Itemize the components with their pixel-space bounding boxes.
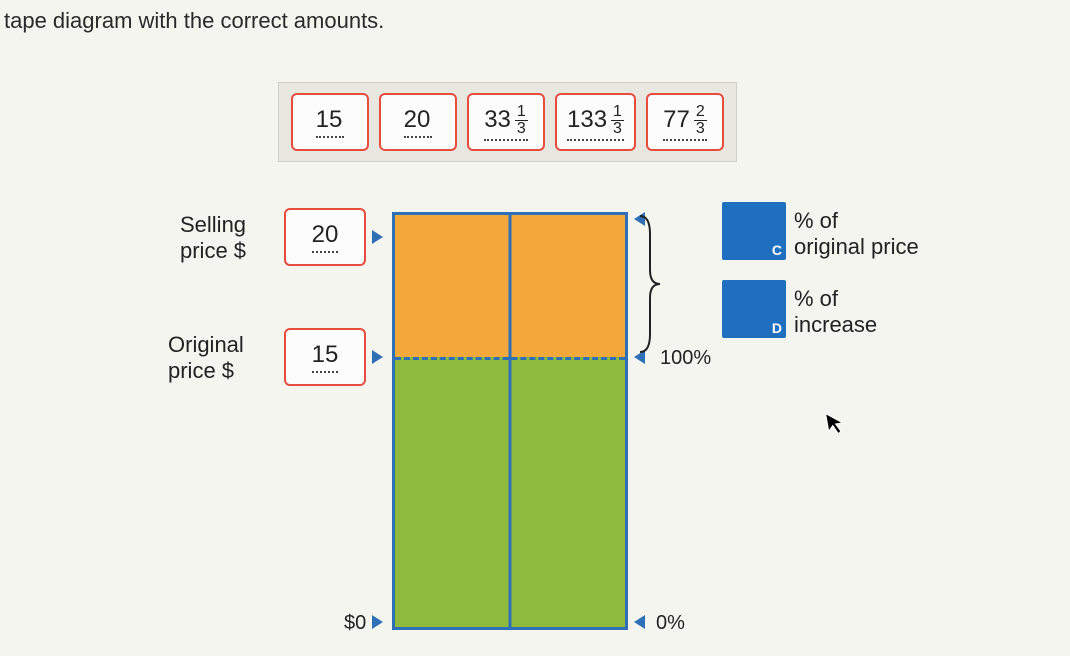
selling-price-value: 20 <box>312 221 339 253</box>
original-price-value: 15 <box>312 341 339 373</box>
dropzone-c[interactable]: C <box>722 202 786 260</box>
pointer-icon <box>372 350 383 364</box>
axis-0-percent: 0% <box>656 612 685 635</box>
chip-whole: 133 <box>567 106 607 134</box>
chip-whole: 33 <box>484 106 511 134</box>
dropzone-d[interactable]: D <box>722 280 786 338</box>
selling-price-label: Selling price $ <box>180 212 246 264</box>
cursor-icon <box>823 409 848 445</box>
brace-icon <box>638 214 662 354</box>
chip-fraction: 1 3 <box>515 104 528 137</box>
axis-100-percent: 100% <box>660 347 711 370</box>
selling-price-slot[interactable]: 20 <box>284 208 366 266</box>
chip-whole: 77 <box>663 106 690 134</box>
chip-133-1-3[interactable]: 133 1 3 <box>555 93 636 151</box>
chip-fraction: 1 3 <box>611 104 624 137</box>
chip-fraction: 2 3 <box>694 104 707 137</box>
tape-vertical-divider <box>509 215 512 627</box>
chip-33-1-3[interactable]: 33 1 3 <box>467 93 545 151</box>
pointer-icon <box>372 615 383 629</box>
tape-diagram <box>392 212 628 630</box>
original-price-slot[interactable]: 15 <box>284 328 366 386</box>
pointer-icon <box>372 230 383 244</box>
dropzone-c-label: % of original price <box>794 208 919 261</box>
chip-value: 20 <box>404 106 431 134</box>
chip-20[interactable]: 20 <box>379 93 457 151</box>
dropzone-letter: C <box>772 242 782 258</box>
instruction-text: tape diagram with the correct amounts. <box>4 8 384 34</box>
answer-bank: 15 20 33 1 3 133 1 3 77 2 3 <box>278 82 737 162</box>
axis-0-dollar: $0 <box>344 612 366 635</box>
pointer-icon <box>634 615 645 629</box>
original-price-label: Original price $ <box>168 332 244 384</box>
chip-value: 15 <box>316 106 343 134</box>
dropzone-letter: D <box>772 320 782 336</box>
chip-15[interactable]: 15 <box>291 93 369 151</box>
dropzone-d-label: % of increase <box>794 286 877 339</box>
tape-horizontal-divider <box>395 357 625 360</box>
chip-77-2-3[interactable]: 77 2 3 <box>646 93 724 151</box>
